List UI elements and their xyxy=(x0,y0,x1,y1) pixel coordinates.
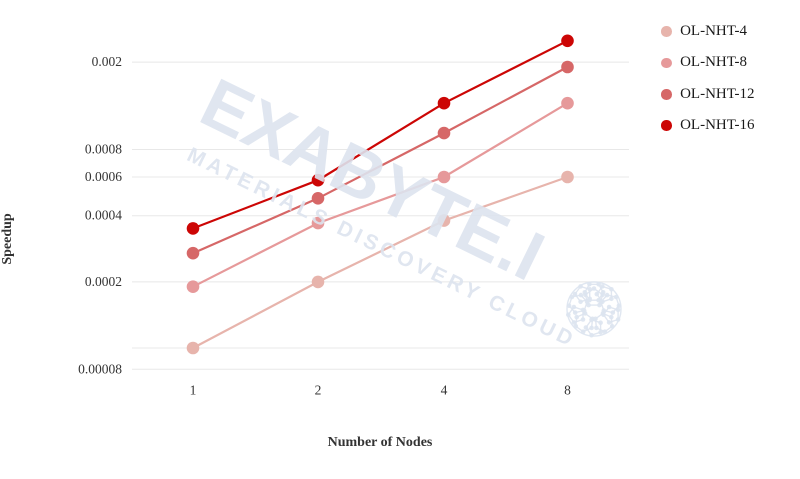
svg-text:0.0008: 0.0008 xyxy=(85,142,122,157)
svg-text:0.0006: 0.0006 xyxy=(85,169,122,184)
svg-text:2: 2 xyxy=(315,382,322,397)
svg-text:0.0004: 0.0004 xyxy=(85,208,122,223)
svg-text:0.00008: 0.00008 xyxy=(78,361,122,376)
svg-text:1: 1 xyxy=(190,382,197,397)
svg-text:0.002: 0.002 xyxy=(92,54,122,69)
svg-text:4: 4 xyxy=(441,382,448,397)
svg-text:0.0002: 0.0002 xyxy=(85,274,122,289)
svg-text:8: 8 xyxy=(564,382,571,397)
